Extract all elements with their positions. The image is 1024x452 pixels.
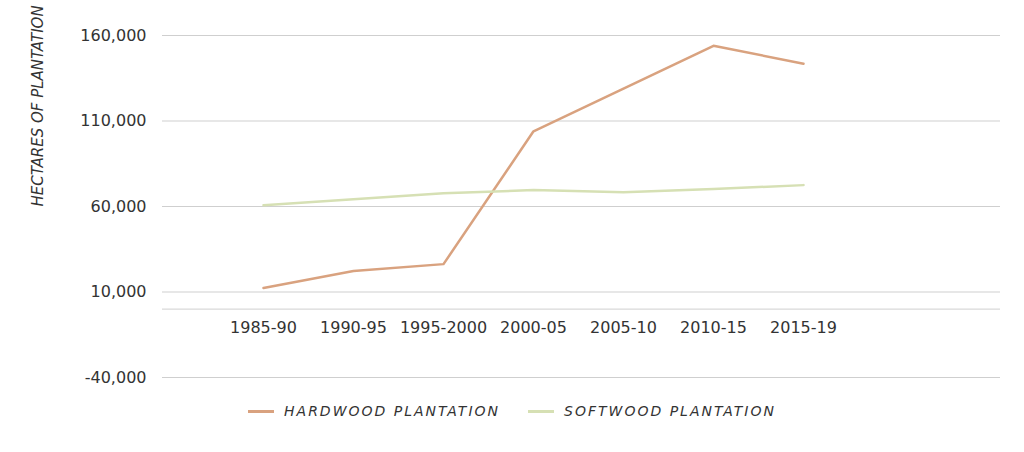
svg-text:2015-19: 2015-19 bbox=[770, 318, 837, 337]
svg-text:-40,000: -40,000 bbox=[85, 368, 147, 387]
svg-text:1985-90: 1985-90 bbox=[230, 318, 297, 337]
svg-text:160,000: 160,000 bbox=[80, 26, 146, 45]
svg-text:60,000: 60,000 bbox=[91, 197, 147, 216]
svg-text:2005-10: 2005-10 bbox=[590, 318, 657, 337]
svg-text:110,000: 110,000 bbox=[80, 111, 146, 130]
svg-text:2000-05: 2000-05 bbox=[500, 318, 567, 337]
html-text:SOFTWOOD PLANTATION: SOFTWOOD PLANTATION bbox=[564, 403, 776, 419]
svg-text:1990-95: 1990-95 bbox=[320, 318, 387, 337]
svg-text:1995-2000: 1995-2000 bbox=[400, 318, 487, 337]
svg-text:2010-15: 2010-15 bbox=[680, 318, 747, 337]
svg-text:10,000: 10,000 bbox=[91, 282, 147, 301]
svg-text:HECTARES OF PLANTATION: HECTARES OF PLANTATION bbox=[29, 5, 47, 206]
html-text:HARDWOOD PLANTATION: HARDWOOD PLANTATION bbox=[284, 403, 500, 419]
